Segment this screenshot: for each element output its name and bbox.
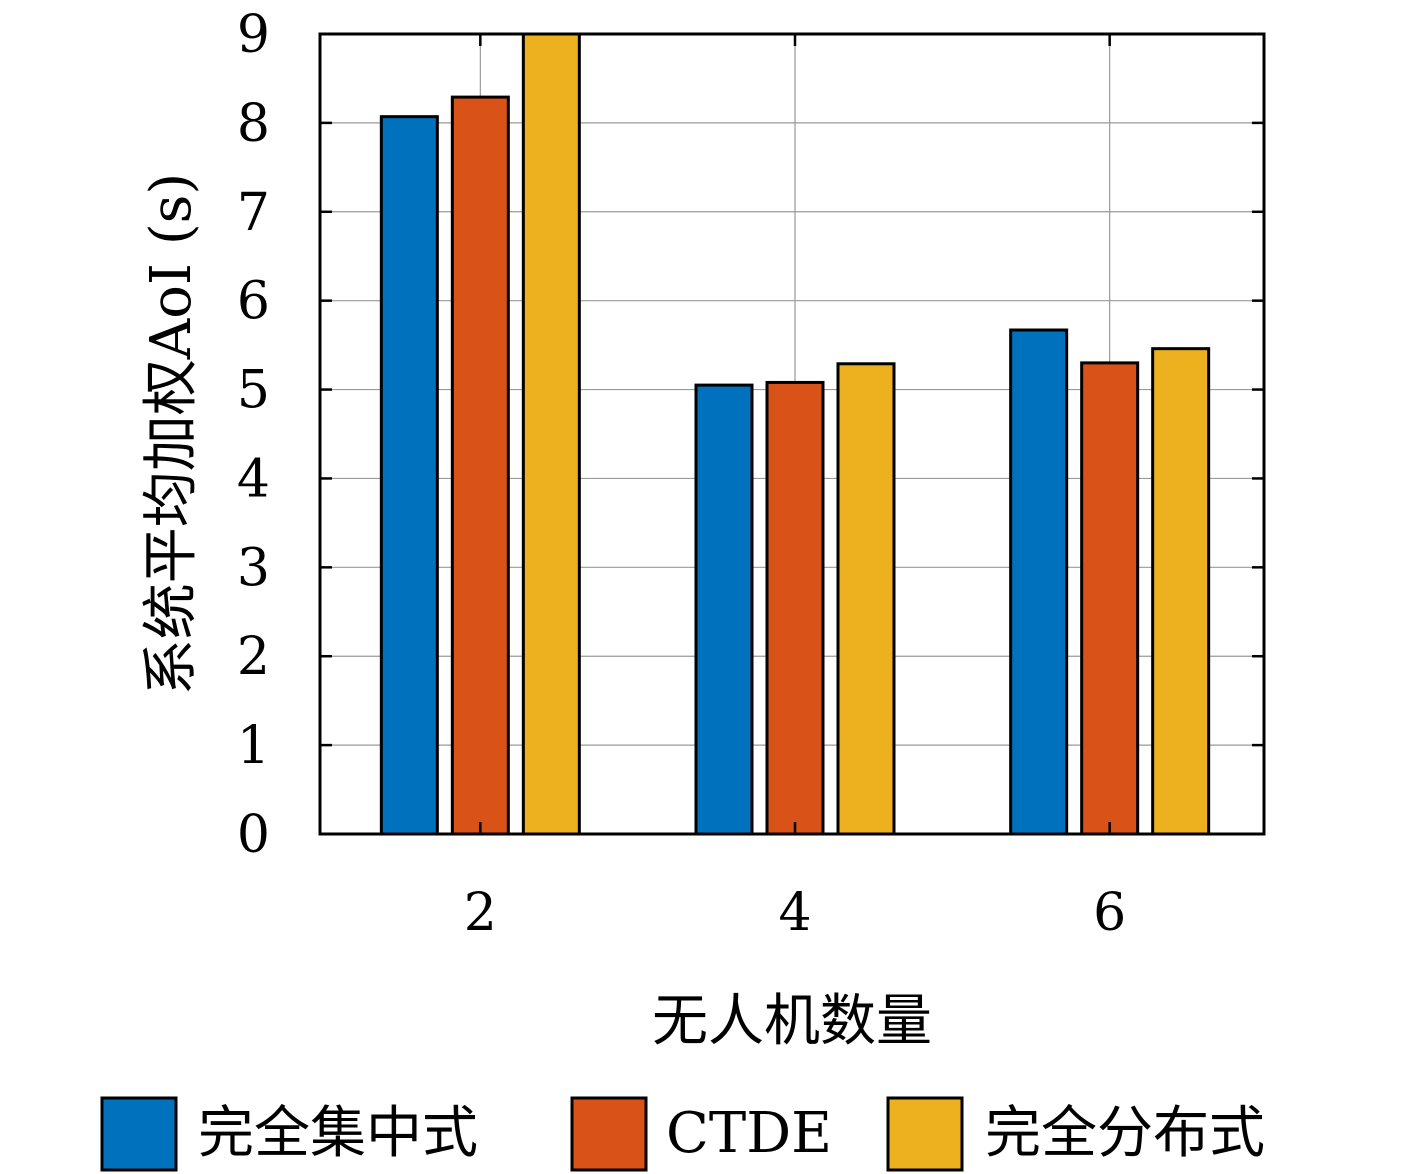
bar xyxy=(379,115,439,836)
x-tick-label: 6 xyxy=(1093,883,1126,943)
y-tick-label: 9 xyxy=(237,5,270,65)
y-tick-label: 6 xyxy=(237,272,270,332)
y-tick-label: 5 xyxy=(237,361,270,421)
bar xyxy=(765,380,825,836)
bar xyxy=(450,95,510,836)
bars xyxy=(379,32,1211,836)
axis-ticks xyxy=(320,32,1264,836)
y-tick-label: 1 xyxy=(237,716,270,776)
bar xyxy=(1009,328,1069,836)
bar xyxy=(694,383,754,836)
legend-label: 完全集中式 xyxy=(198,1101,478,1166)
y-tick-label: 4 xyxy=(237,449,270,509)
legend-label: CTDE xyxy=(666,1101,832,1166)
y-tick-label: 8 xyxy=(237,94,270,154)
y-tick-label: 0 xyxy=(237,805,270,865)
y-tick-label: 2 xyxy=(237,627,270,687)
legend-swatch xyxy=(100,1096,178,1172)
y-axis-title: 系统平均加权AoI (s) xyxy=(139,173,204,696)
y-tick-label: 3 xyxy=(237,538,270,598)
x-tick-label: 4 xyxy=(778,883,811,943)
bar xyxy=(1080,361,1140,836)
bar xyxy=(836,362,896,836)
y-tick-label: 7 xyxy=(237,183,270,243)
bar xyxy=(521,32,581,836)
legend-label: 完全分布式 xyxy=(985,1101,1265,1166)
legend-swatch xyxy=(886,1096,964,1172)
bar xyxy=(1151,347,1211,836)
x-tick-labels: 2 4 6 xyxy=(464,883,1126,943)
legend-swatch xyxy=(570,1096,648,1172)
plot-frame xyxy=(318,32,1266,836)
x-tick-label: 2 xyxy=(464,883,497,943)
legend: 完全集中式 CTDE 完全分布式 xyxy=(100,1096,1265,1172)
y-tick-labels: 0 1 2 3 4 5 6 7 8 9 xyxy=(237,5,270,865)
x-axis-title: 无人机数量 xyxy=(652,989,932,1054)
